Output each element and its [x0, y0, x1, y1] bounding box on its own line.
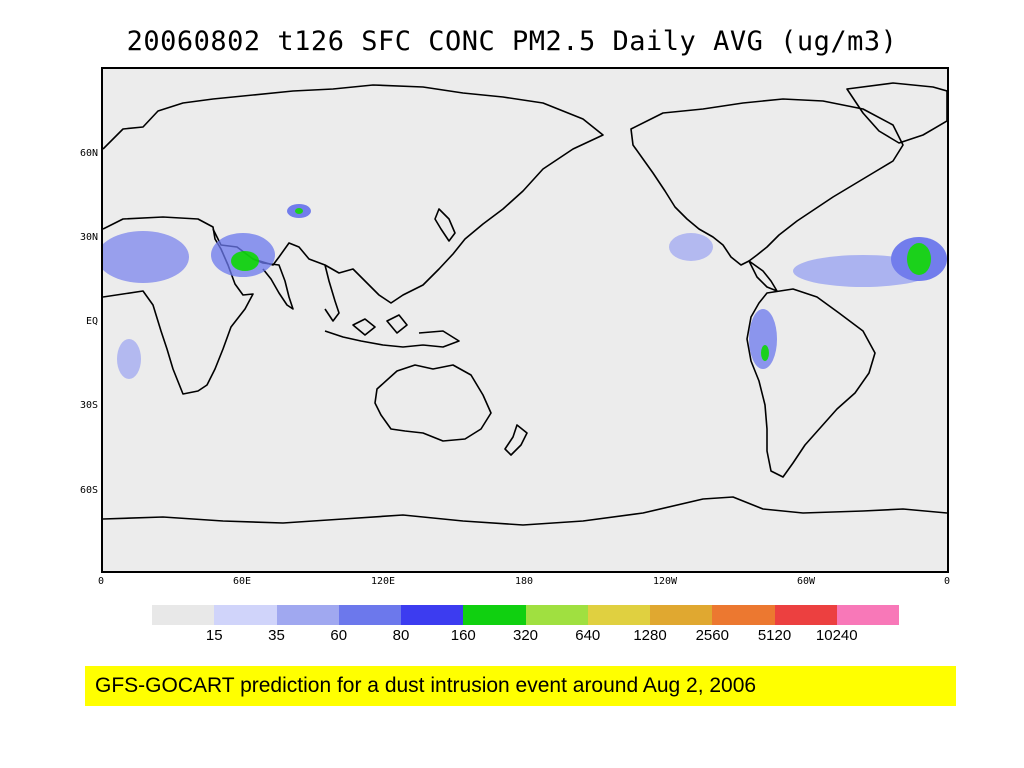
pm25-shading: [103, 204, 947, 379]
new-zealand-outline: [504, 424, 528, 456]
colorbar-swatch: [587, 605, 650, 625]
lon-label-120e: 120E: [370, 576, 396, 587]
colorbar-label: 80: [392, 627, 410, 644]
lon-label-180: 180: [514, 576, 534, 587]
colorbar-label: 2560: [695, 627, 729, 644]
central-america-outline: [748, 260, 778, 292]
lat-label-30s: 30S: [79, 400, 98, 411]
colorbar-label: 60: [330, 627, 348, 644]
lat-label-60s: 60S: [79, 485, 98, 496]
lon-label-60w: 60W: [796, 576, 816, 587]
colorbar-swatch: [152, 605, 215, 625]
colorbar-swatch: [401, 605, 464, 625]
japan-outline: [434, 208, 456, 242]
coastlines: [103, 82, 947, 526]
colorbar-swatch: [338, 605, 401, 625]
lon-label-60e: 60E: [232, 576, 252, 587]
colorbar-swatch: [774, 605, 837, 625]
colorbar-label: 10240: [815, 627, 858, 644]
lat-label-60n: 60N: [79, 148, 98, 159]
greenland-outline: [846, 82, 947, 144]
colorbar-swatch: [214, 605, 277, 625]
south-america-outline: [746, 288, 876, 478]
map-panel: [101, 67, 949, 573]
colorbar-swatch: [463, 605, 526, 625]
mexico-plume: [669, 233, 713, 261]
colorbar-swatch: [525, 605, 588, 625]
australia-outline: [374, 364, 492, 442]
seasia-outline: [324, 264, 340, 322]
lat-label-eq: EQ: [85, 316, 98, 327]
indonesia-outline: [324, 314, 460, 348]
colorbar-labels: 15 35 60 80 160 320 640 1280 2560 5120 10240: [152, 627, 899, 645]
colorbar: [152, 605, 899, 625]
west-africa-dust-core: [907, 243, 931, 275]
southern-africa-plume: [117, 339, 141, 379]
colorbar-swatch: [712, 605, 775, 625]
north-america-outline: [630, 98, 904, 266]
peru-core: [761, 345, 769, 361]
africa-outline: [103, 216, 254, 395]
lat-label-30n: 30N: [79, 232, 98, 243]
caspian-dust-core: [295, 208, 303, 214]
sahara-dust-plume: [103, 231, 189, 283]
lon-label-120w: 120W: [652, 576, 678, 587]
colorbar-label: 320: [512, 627, 539, 644]
colorbar-label: 160: [450, 627, 476, 644]
colorbar-label: 1280: [633, 627, 667, 644]
peru-plume: [749, 309, 777, 369]
colorbar-label: 15: [205, 627, 223, 644]
colorbar-label: 5120: [757, 627, 792, 644]
lon-label-0-east: 0: [943, 576, 951, 587]
caption: GFS-GOCART prediction for a dust intrusi…: [85, 666, 956, 706]
map-title: 20060802 t126 SFC CONC PM2.5 Daily AVG (…: [126, 26, 898, 57]
arabia-dust-core: [231, 251, 259, 271]
colorbar-label: 35: [268, 627, 285, 644]
colorbar-swatch: [276, 605, 339, 625]
colorbar-swatch: [836, 605, 899, 625]
eurasia-outline: [103, 84, 604, 304]
colorbar-label: 640: [575, 627, 601, 644]
colorbar-swatch: [650, 605, 713, 625]
antarctica-outline: [103, 496, 947, 526]
lon-label-0-west: 0: [97, 576, 105, 587]
world-map: [103, 82, 947, 526]
